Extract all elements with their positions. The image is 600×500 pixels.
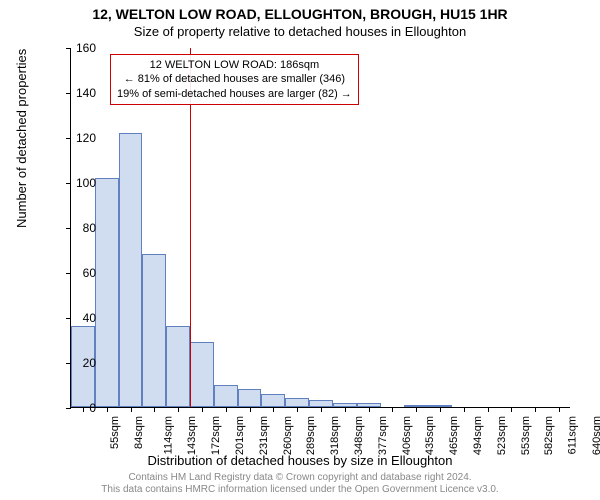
histogram-bar bbox=[261, 394, 285, 408]
x-tick-label: 114sqm bbox=[162, 416, 174, 454]
x-tick-label: 348sqm bbox=[353, 416, 365, 455]
x-tick-label: 406sqm bbox=[401, 416, 413, 455]
histogram-bar bbox=[285, 398, 309, 407]
x-tick-label: 172sqm bbox=[210, 416, 222, 455]
histogram-bar bbox=[214, 385, 238, 408]
x-tick-mark bbox=[107, 407, 108, 412]
x-axis-label: Distribution of detached houses by size … bbox=[0, 453, 600, 468]
x-tick-label: 55sqm bbox=[109, 416, 121, 449]
x-tick-label: 289sqm bbox=[306, 416, 318, 455]
chart-footer: Contains HM Land Registry data © Crown c… bbox=[0, 472, 600, 496]
y-tick-label: 80 bbox=[66, 221, 96, 235]
footer-line-2: This data contains HMRC information lice… bbox=[0, 484, 600, 496]
x-tick-mark bbox=[464, 407, 465, 412]
x-tick-label: 260sqm bbox=[282, 416, 294, 455]
x-tick-mark bbox=[369, 407, 370, 412]
x-tick-mark bbox=[273, 407, 274, 412]
annotation-line-1: 12 WELTON LOW ROAD: 186sqm bbox=[117, 58, 352, 72]
chart-container: 12, WELTON LOW ROAD, ELLOUGHTON, BROUGH,… bbox=[0, 0, 600, 500]
y-tick-label: 160 bbox=[66, 41, 96, 55]
annotation-box: 12 WELTON LOW ROAD: 186sqm ← 81% of deta… bbox=[110, 54, 359, 105]
y-tick-label: 100 bbox=[66, 176, 96, 190]
x-tick-label: 318sqm bbox=[329, 416, 341, 455]
x-tick-mark bbox=[297, 407, 298, 412]
histogram-bar bbox=[166, 326, 190, 407]
x-tick-label: 582sqm bbox=[544, 416, 556, 455]
x-tick-label: 553sqm bbox=[520, 416, 532, 455]
x-tick-mark bbox=[202, 407, 203, 412]
footer-line-1: Contains HM Land Registry data © Crown c… bbox=[0, 472, 600, 484]
x-tick-mark bbox=[321, 407, 322, 412]
x-tick-label: 231sqm bbox=[258, 416, 270, 455]
x-tick-mark bbox=[488, 407, 489, 412]
x-tick-mark bbox=[154, 407, 155, 412]
y-tick-label: 40 bbox=[66, 311, 96, 325]
x-tick-label: 435sqm bbox=[425, 416, 437, 455]
x-tick-mark bbox=[440, 407, 441, 412]
histogram-bar bbox=[119, 133, 143, 408]
x-tick-label: 611sqm bbox=[567, 416, 579, 454]
histogram-bar bbox=[190, 342, 214, 407]
x-tick-mark bbox=[559, 407, 560, 412]
x-tick-label: 201sqm bbox=[234, 416, 246, 455]
annotation-line-2: ← 81% of detached houses are smaller (34… bbox=[117, 72, 352, 86]
annotation-line-3: 19% of semi-detached houses are larger (… bbox=[117, 87, 352, 101]
x-tick-label: 84sqm bbox=[133, 416, 145, 449]
x-tick-mark bbox=[535, 407, 536, 412]
x-tick-label: 523sqm bbox=[496, 416, 508, 455]
histogram-bar bbox=[309, 400, 333, 407]
x-tick-label: 465sqm bbox=[448, 416, 460, 455]
y-tick-label: 20 bbox=[66, 356, 96, 370]
chart-title-main: 12, WELTON LOW ROAD, ELLOUGHTON, BROUGH,… bbox=[0, 6, 600, 22]
chart-title-sub: Size of property relative to detached ho… bbox=[0, 24, 600, 39]
x-tick-mark bbox=[250, 407, 251, 412]
x-tick-label: 377sqm bbox=[377, 416, 389, 455]
x-tick-label: 143sqm bbox=[186, 416, 198, 455]
x-tick-label: 640sqm bbox=[591, 416, 600, 455]
histogram-bar bbox=[95, 178, 119, 408]
y-tick-label: 0 bbox=[66, 401, 96, 415]
x-tick-mark bbox=[178, 407, 179, 412]
y-tick-label: 120 bbox=[66, 131, 96, 145]
histogram-bar bbox=[142, 254, 166, 407]
x-tick-mark bbox=[345, 407, 346, 412]
x-tick-mark bbox=[226, 407, 227, 412]
y-tick-label: 60 bbox=[66, 266, 96, 280]
x-tick-label: 494sqm bbox=[472, 416, 484, 455]
x-tick-mark bbox=[131, 407, 132, 412]
histogram-bar bbox=[238, 389, 262, 407]
x-tick-mark bbox=[416, 407, 417, 412]
x-tick-mark bbox=[392, 407, 393, 412]
y-axis-label: Number of detached properties bbox=[14, 49, 29, 228]
x-tick-mark bbox=[511, 407, 512, 412]
y-tick-label: 140 bbox=[66, 86, 96, 100]
